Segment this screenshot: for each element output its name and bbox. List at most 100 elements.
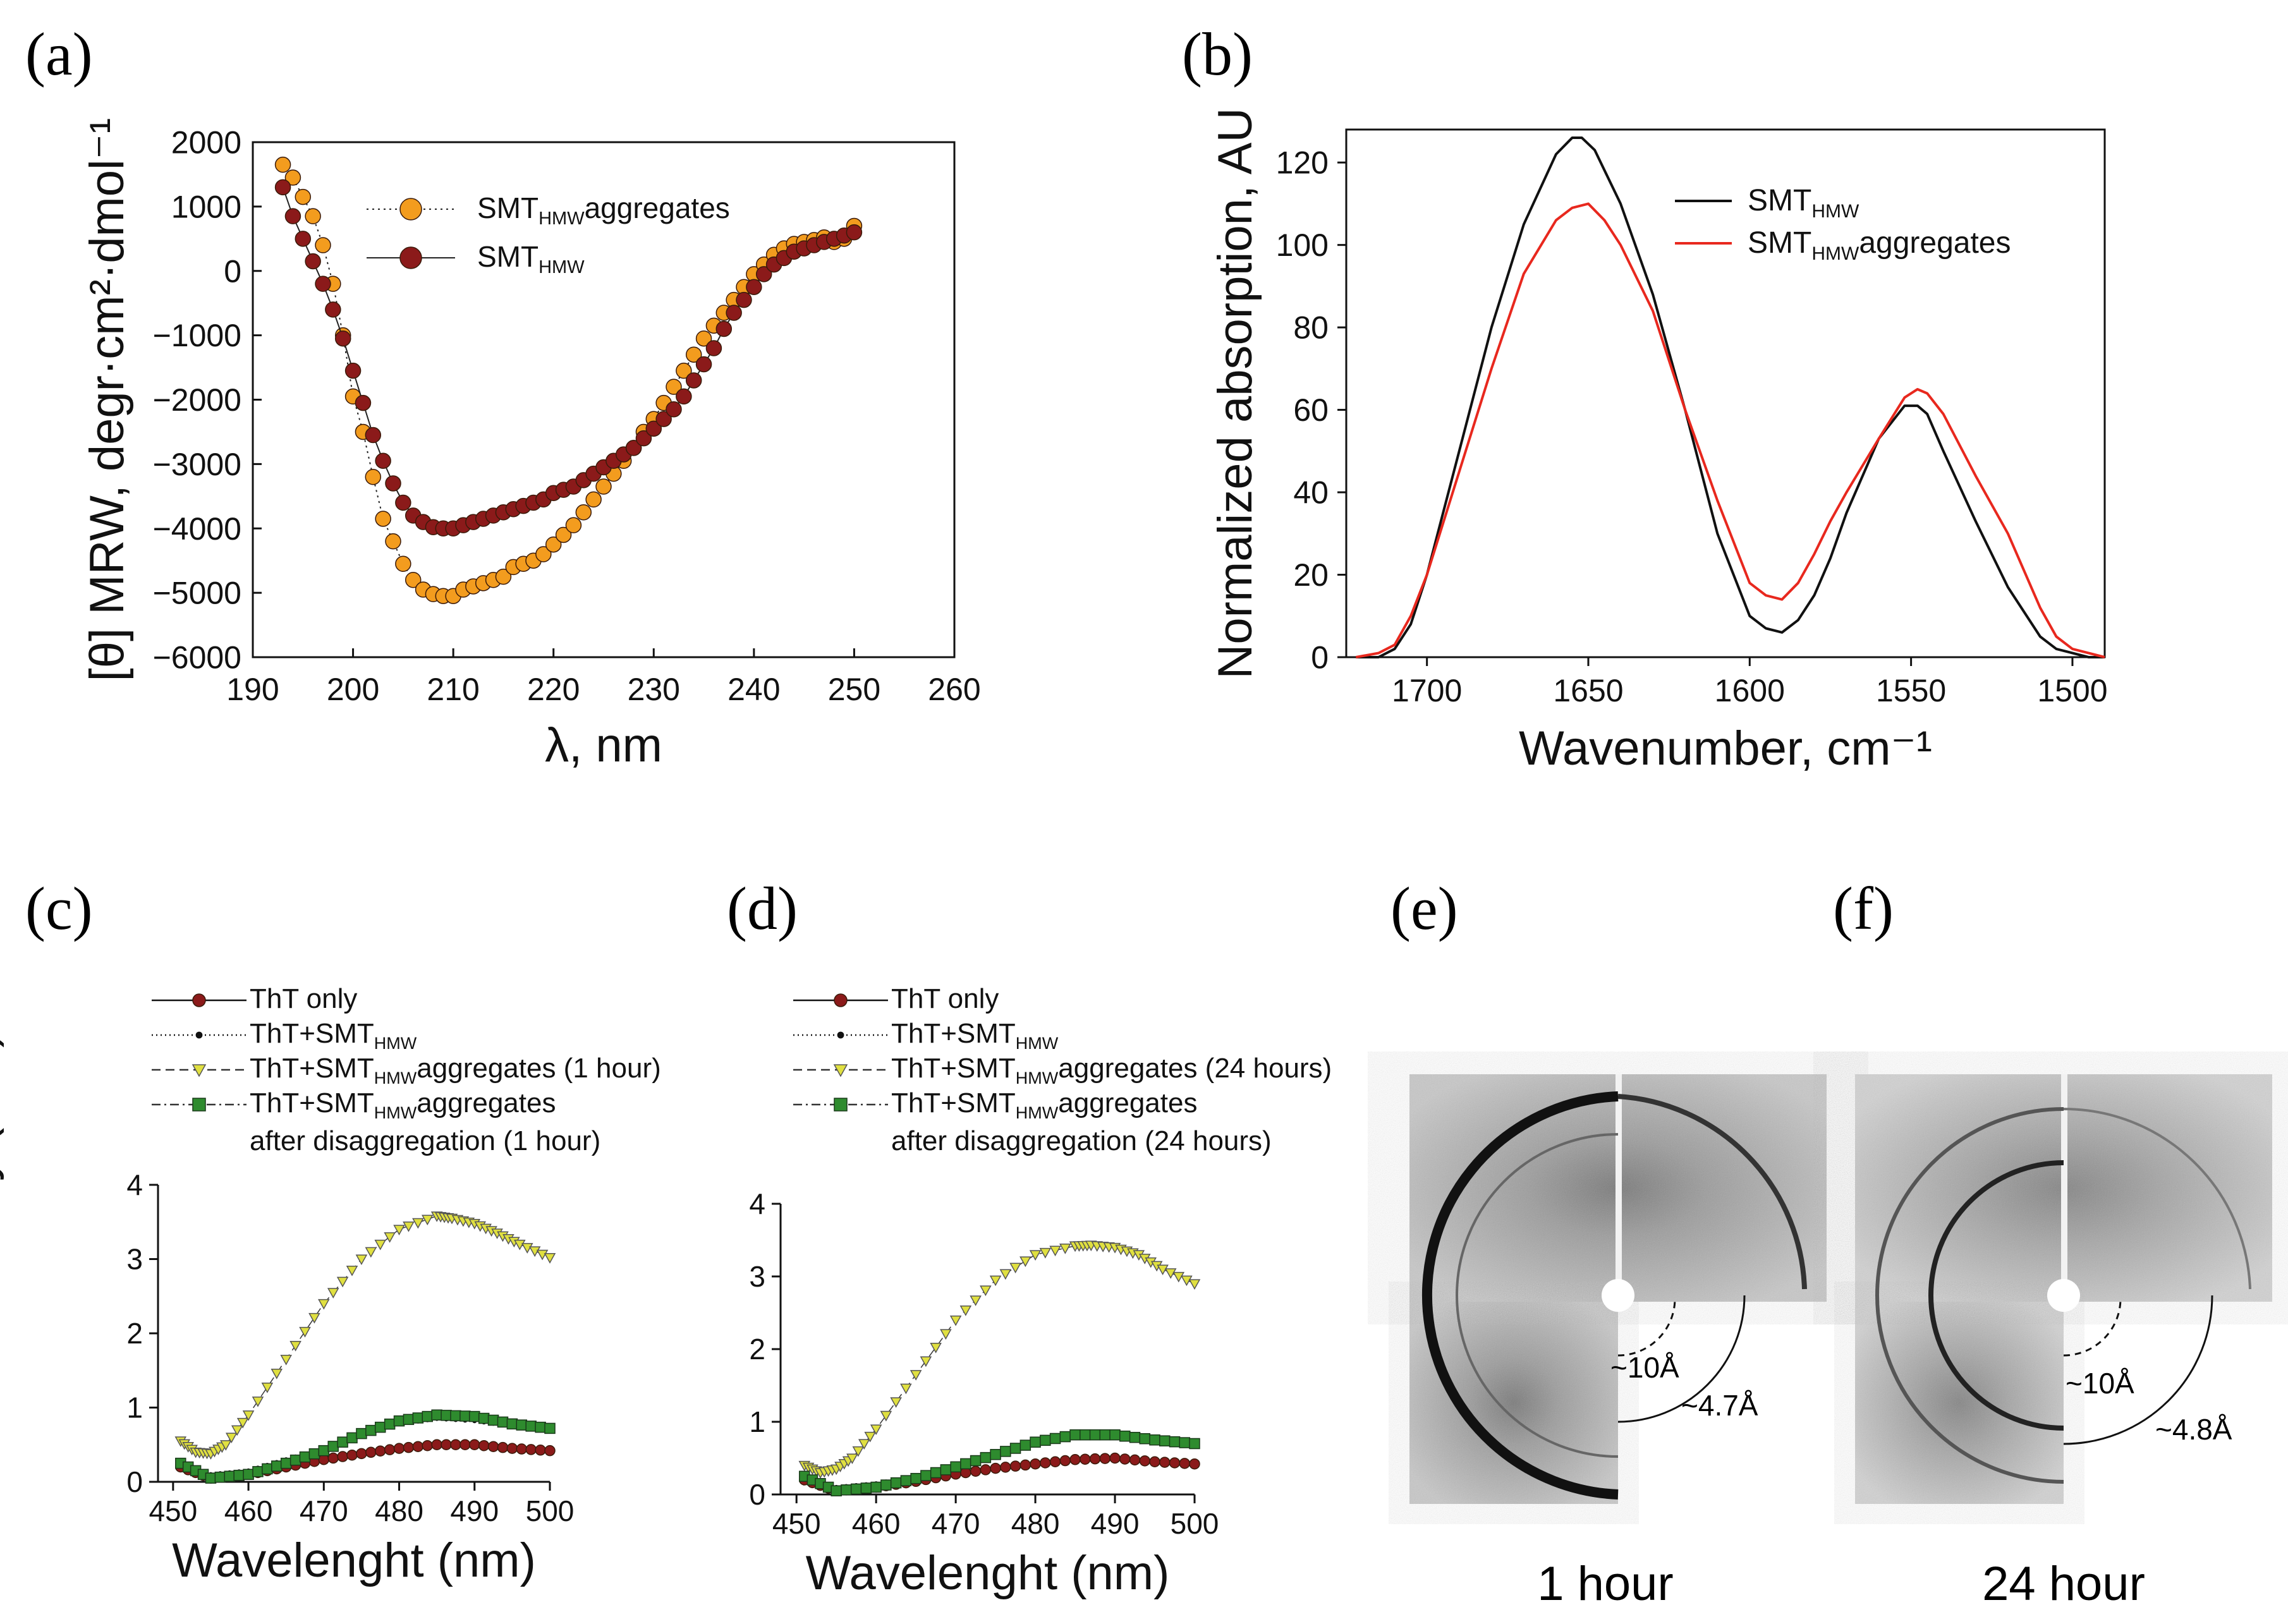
xray-f-ring-outer-arc-right — [2063, 1108, 2251, 1290]
data-point — [1159, 1435, 1171, 1446]
data-point — [1139, 1433, 1151, 1445]
legend-label: SMTHMW — [477, 240, 585, 277]
data-point — [374, 1445, 386, 1457]
data-point — [469, 1410, 480, 1422]
y-tick-label: 1 — [749, 1405, 765, 1438]
data-point — [1019, 1256, 1031, 1268]
data-point — [305, 208, 321, 224]
data-point — [989, 1275, 1002, 1287]
data-point — [890, 1397, 902, 1408]
data-point — [441, 1439, 452, 1450]
data-point — [746, 279, 762, 295]
data-point — [384, 1444, 396, 1455]
data-point — [1169, 1457, 1181, 1469]
data-point — [431, 1439, 442, 1450]
data-point — [870, 1481, 882, 1493]
data-point — [205, 1472, 217, 1484]
data-point — [1049, 1433, 1061, 1445]
data-point — [960, 1458, 971, 1470]
data-point — [252, 1397, 264, 1407]
data-point — [299, 1451, 311, 1463]
data-point — [850, 1483, 862, 1495]
data-point — [327, 1452, 339, 1464]
data-point — [676, 388, 692, 405]
data-point — [412, 1412, 424, 1424]
data-point — [852, 1446, 865, 1457]
data-point — [315, 237, 331, 253]
series-line — [1355, 202, 2105, 658]
x-tick-label: 200 — [327, 672, 379, 707]
data-point — [412, 1441, 424, 1452]
data-point — [980, 1285, 992, 1297]
data-point — [545, 536, 562, 553]
data-point — [318, 1299, 330, 1310]
x-tick-label: 1550 — [1876, 673, 1946, 708]
data-point — [949, 1315, 962, 1326]
legend-marker — [399, 198, 422, 221]
legend-marker — [399, 246, 422, 269]
data-point — [1029, 1250, 1042, 1261]
data-point — [1119, 1430, 1131, 1442]
data-point — [1157, 1264, 1169, 1276]
x-tick-label: 490 — [1091, 1507, 1140, 1540]
x-tick-label: 1700 — [1392, 673, 1462, 708]
data-point — [920, 1356, 932, 1367]
data-point — [459, 1410, 471, 1422]
data-point — [450, 1410, 461, 1422]
data-point — [970, 1295, 982, 1306]
y-tick-label: 0 — [1311, 640, 1329, 676]
data-point — [308, 1312, 320, 1324]
y-tick-label: 2000 — [171, 125, 241, 161]
data-point — [280, 1457, 292, 1469]
xray-f-ring-outer-label: ~4.8Å — [2155, 1413, 2232, 1446]
data-point — [478, 1439, 490, 1451]
chart-b-ftir-spectrum: 1700 1650 1600 1550 1500 0 20 40 60 80 100 120 Waven… — [1208, 108, 2108, 775]
data-point — [356, 1427, 367, 1439]
data-point — [1040, 1434, 1051, 1446]
data-point — [262, 1463, 273, 1475]
data-point — [715, 320, 733, 337]
data-point — [726, 305, 742, 321]
data-point — [365, 1424, 377, 1436]
y-tick-label: 60 — [1293, 392, 1329, 428]
data-point — [544, 1445, 556, 1457]
data-point — [666, 379, 682, 395]
x-tick-label: 460 — [224, 1494, 273, 1527]
legend-label: ThT+SMTHMWaggregates (24 hours) — [891, 1053, 1332, 1088]
data-point — [1109, 1452, 1121, 1464]
data-point — [289, 1454, 301, 1466]
data-point — [880, 1479, 892, 1491]
data-point — [655, 411, 672, 427]
data-point — [685, 346, 702, 363]
data-point — [999, 1269, 1012, 1280]
data-point — [280, 1354, 292, 1366]
data-point — [910, 1472, 922, 1484]
legend-marker — [833, 1064, 848, 1077]
plot-frame — [1345, 128, 2106, 658]
y-tick-label: −5000 — [153, 576, 241, 611]
data-point — [242, 1410, 255, 1421]
data-point — [214, 1471, 226, 1483]
data-point — [384, 1232, 396, 1243]
data-point — [1019, 1459, 1031, 1471]
data-point — [271, 1460, 283, 1472]
xray-f-marker-10a — [2063, 1298, 2122, 1357]
y-tick-label: −1000 — [153, 318, 241, 353]
data-point — [736, 291, 752, 308]
data-point — [880, 1410, 892, 1422]
data-point — [495, 568, 512, 585]
data-point — [565, 517, 582, 533]
data-point — [356, 1448, 367, 1460]
data-point — [516, 1443, 528, 1455]
data-point — [421, 1215, 434, 1226]
data-point — [393, 1225, 405, 1236]
data-point — [514, 1239, 526, 1251]
data-point — [469, 1439, 480, 1450]
data-point — [1089, 1453, 1101, 1465]
data-point — [1169, 1436, 1181, 1448]
data-point — [365, 469, 382, 485]
data-point — [252, 1466, 264, 1477]
legend-marker — [192, 1098, 206, 1112]
data-point — [1059, 1455, 1071, 1467]
data-point — [441, 1410, 452, 1421]
